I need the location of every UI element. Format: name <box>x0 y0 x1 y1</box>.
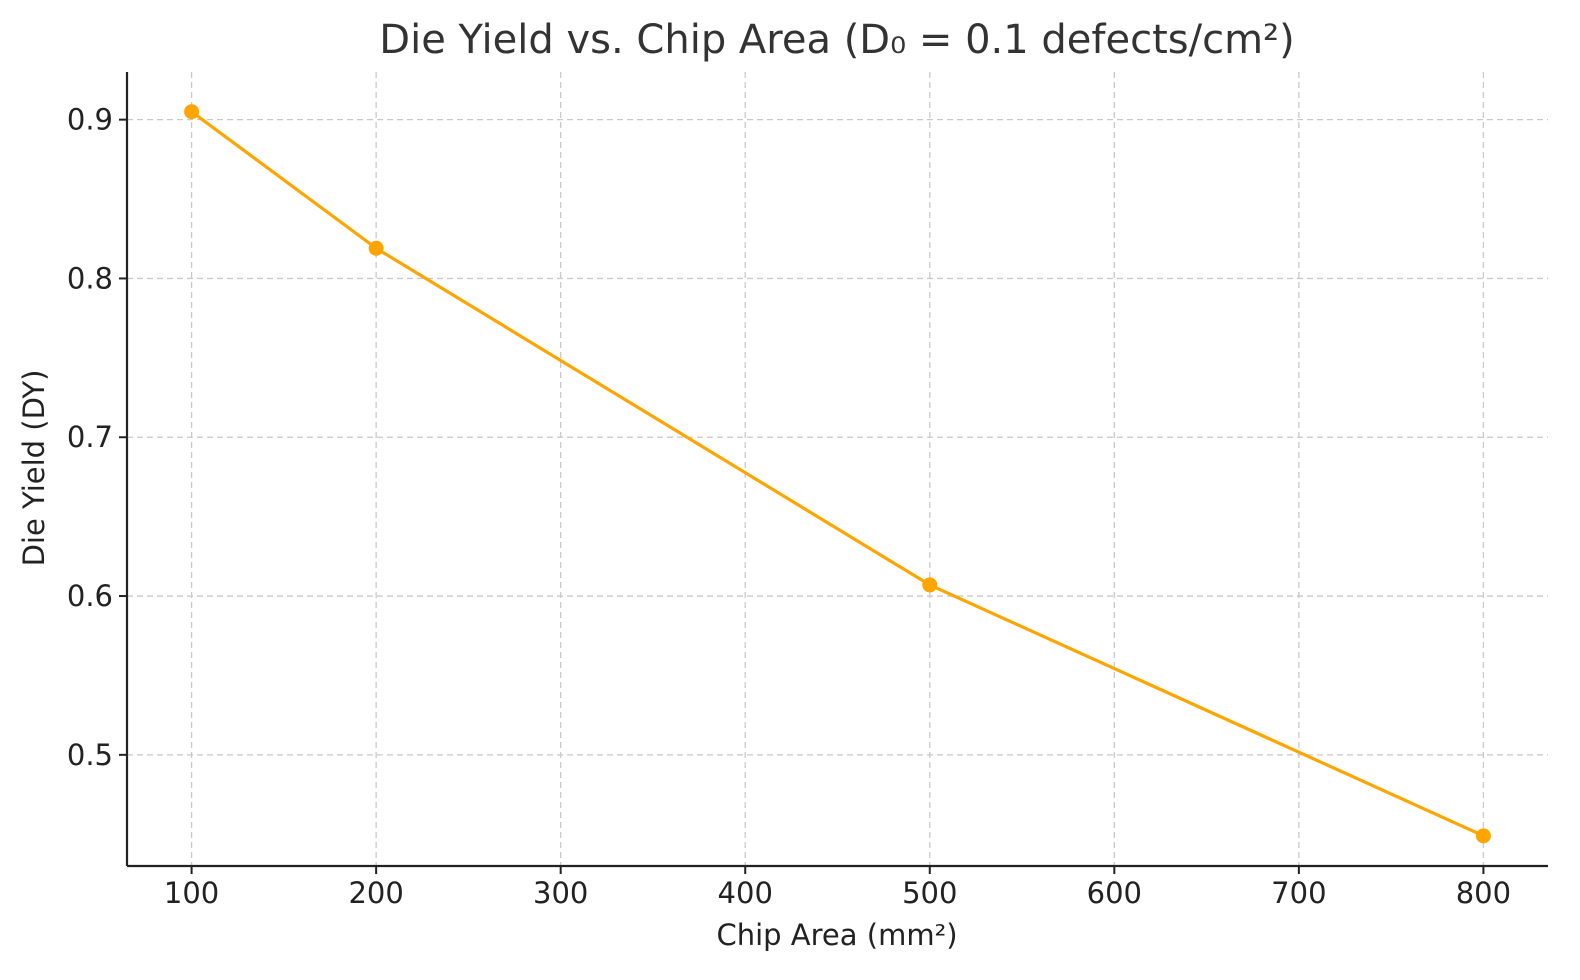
y-tick-label: 0.7 <box>67 420 113 454</box>
x-tick-label: 700 <box>1271 876 1326 910</box>
x-tick-label: 300 <box>533 876 588 910</box>
y-tick-label: 0.6 <box>67 579 113 613</box>
x-tick-label: 400 <box>718 876 773 910</box>
x-tick-label: 200 <box>348 876 403 910</box>
data-point <box>184 104 200 120</box>
x-tick-label: 100 <box>164 876 219 910</box>
grid <box>127 72 1548 866</box>
chart-title: Die Yield vs. Chip Area (D₀ = 0.1 defect… <box>379 17 1294 63</box>
axes: 100 200 300 400 500 600 700 800 0.5 0.6 0.7 0.8 0.9 <box>67 72 1548 910</box>
x-tick-label: 800 <box>1456 876 1511 910</box>
series-layer <box>184 104 1491 844</box>
x-axis-label: Chip Area (mm²) <box>716 918 957 952</box>
y-tick-label: 0.8 <box>67 261 113 295</box>
x-tick-label: 600 <box>1087 876 1142 910</box>
data-point <box>368 240 384 256</box>
y-tick-label: 0.5 <box>67 738 113 772</box>
y-axis-label: Die Yield (DY) <box>17 370 51 567</box>
x-tick-label: 500 <box>902 876 957 910</box>
series-line <box>189 110 1486 838</box>
data-point <box>1475 828 1491 844</box>
data-point <box>922 577 938 593</box>
y-tick-label: 0.9 <box>67 103 113 137</box>
